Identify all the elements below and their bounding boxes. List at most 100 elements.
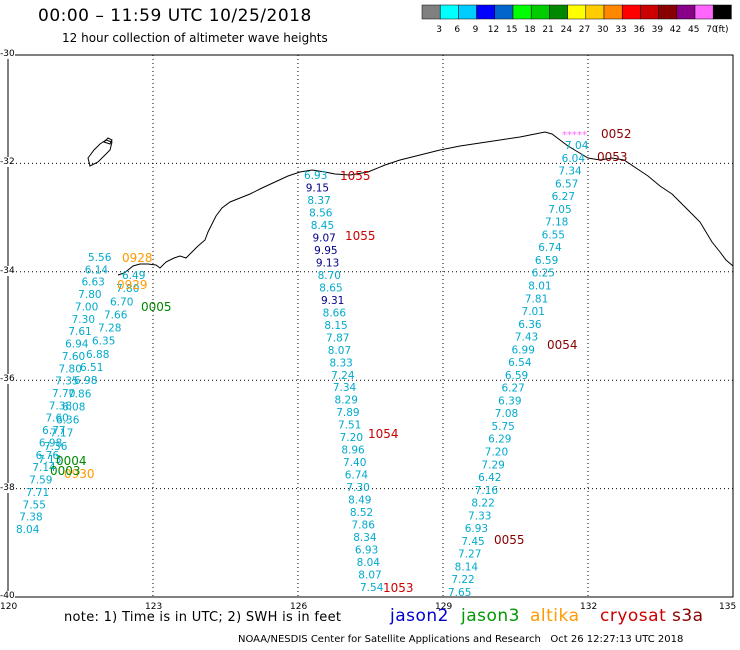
track-east-value: 7.04 xyxy=(565,140,589,152)
track-west-inner-value: 7.36 xyxy=(44,441,68,453)
time-label: 0053 xyxy=(597,150,628,164)
track-east-value: 6.27 xyxy=(552,191,575,203)
track-west-value: 7.38 xyxy=(19,512,42,524)
track-east-value: 7.81 xyxy=(525,293,548,305)
track-west-value: 6.63 xyxy=(81,277,104,289)
track-west-inner-value: 7.80 xyxy=(116,283,139,295)
track-center-value: 6.93 xyxy=(355,545,378,557)
track-east-value: 6.59 xyxy=(505,370,528,382)
track-west-inner-value: 7.66 xyxy=(104,309,128,321)
time-label: 1053 xyxy=(383,581,414,595)
coastline xyxy=(87,131,734,276)
track-east-value: 6.25 xyxy=(532,268,555,280)
track-west-inner-value: 6.49 xyxy=(122,270,145,282)
track-center-value: 7.30 xyxy=(346,482,369,494)
lat-label: -40 xyxy=(0,591,15,601)
track-center-value: 8.45 xyxy=(311,220,334,232)
track-east-value: 7.34 xyxy=(558,166,582,178)
track-center-value: 7.86 xyxy=(352,520,376,532)
color-scale-legend: 3 6 9 12 15 18 21 24 27 30 33 36 39 42 45 70(ft) xyxy=(421,4,732,35)
track-west-value: 7.30 xyxy=(72,314,95,326)
track-west-inner-value: 7.28 xyxy=(98,323,121,335)
track-east-value: 6.55 xyxy=(542,229,565,241)
track-east-value: 8.01 xyxy=(528,280,551,292)
legend-tick-label: 30 xyxy=(597,25,609,35)
track-east-value: 5.75 xyxy=(491,421,514,433)
track-east-value: 6.42 xyxy=(478,472,501,484)
track-west-value: 7.59 xyxy=(29,475,52,487)
track-east-value: 7.33 xyxy=(468,510,491,522)
satellite-cryosat: cryosat xyxy=(600,606,667,626)
track-west-inner-value: 6.35 xyxy=(92,336,115,348)
track-center-value: 7.24 xyxy=(331,370,355,382)
track-east-value: 6.29 xyxy=(488,434,511,446)
track-center-value: 9.07 xyxy=(312,232,335,244)
footer-credit: NOAA/NESDIS Center for Satellite Applica… xyxy=(238,634,683,645)
time-label: 0004 xyxy=(56,454,87,468)
track-west-value: 7.55 xyxy=(23,499,46,511)
lon-label: 135 xyxy=(719,602,737,612)
track-east-value: 6.59 xyxy=(535,255,558,267)
track-east-value: 7.43 xyxy=(515,332,538,344)
legend-tick-label: 18 xyxy=(524,25,536,35)
track-center-value: 9.13 xyxy=(316,257,339,269)
track-center-value: 7.54 xyxy=(360,582,384,594)
track-center-value: 8.07 xyxy=(358,570,381,582)
lat-label: -30 xyxy=(0,49,15,59)
track-center-value: 8.34 xyxy=(353,532,377,544)
satellite-jason2: jason2 xyxy=(390,606,449,626)
credit-text: NOAA/NESDIS Center for Satellite Applica… xyxy=(238,634,541,645)
time-label: 0005 xyxy=(141,300,172,314)
legend-swatch xyxy=(712,4,732,20)
lon-label: 120 xyxy=(0,602,18,612)
track-east-value: 8.14 xyxy=(455,561,479,573)
legend-tick-label: 15 xyxy=(506,25,517,35)
track-center-value: 8.96 xyxy=(341,445,365,457)
track-east-value: 7.20 xyxy=(485,447,508,459)
legend-tick-label: 42 xyxy=(670,25,681,35)
track-west-inner-value: 6.08 xyxy=(62,401,85,413)
track-center-value: 7.40 xyxy=(343,457,366,469)
satellite-altika: altika xyxy=(530,606,580,626)
track-west-value: 7.70 xyxy=(52,388,75,400)
track-center-value: 7.51 xyxy=(338,420,361,432)
legend-tick-label: 21 xyxy=(542,25,553,35)
track-east-value: 7.27 xyxy=(458,549,481,561)
footer-note: note: 1) Time is in UTC; 2) SWH is in fe… xyxy=(64,610,342,625)
track-east-value: 7.18 xyxy=(545,217,568,229)
legend-tick-label: 33 xyxy=(615,25,626,35)
time-label: 0055 xyxy=(494,533,525,547)
track-east-value: 6.74 xyxy=(538,242,562,254)
track-center-value: 8.66 xyxy=(323,307,347,319)
satellite-jason3: jason3 xyxy=(461,606,520,626)
satellite-s3a: s3a xyxy=(672,606,704,626)
map-frame xyxy=(7,54,734,598)
track-east-value: 7.01 xyxy=(522,306,545,318)
track-center-value: 7.34 xyxy=(333,382,357,394)
track-west-value: 7.61 xyxy=(68,326,91,338)
track-east-value: 6.57 xyxy=(555,178,578,190)
legend-tick-label: 36 xyxy=(633,25,645,35)
track-west-value: 7.80 xyxy=(78,289,101,301)
track-west-inner-value: 7.86 xyxy=(68,388,92,400)
track-east-value: 7.29 xyxy=(481,459,504,471)
legend-tick-label: 27 xyxy=(579,25,590,35)
track-east-value: 6.27 xyxy=(501,383,524,395)
lat-label: -32 xyxy=(0,157,15,168)
legend-tick-label: 3 xyxy=(436,25,442,35)
track-west-value: 6.94 xyxy=(65,339,89,351)
time-label: 0054 xyxy=(547,338,578,352)
track-west-value: 5.56 xyxy=(88,252,112,264)
track-west-value: 6.76 xyxy=(36,450,60,462)
lon-label: 129 xyxy=(435,602,453,612)
generated-time: Oct 26 12:27:13 UTC 2018 xyxy=(550,634,684,645)
track-east-value: 7.65 xyxy=(448,587,471,599)
track-center-value: 6.74 xyxy=(345,470,369,482)
legend-tick-label: 24 xyxy=(561,25,573,35)
track-west-value: 7.38 xyxy=(49,400,72,412)
track-west-value: 7.00 xyxy=(75,301,98,313)
map-subtitle: 12 hour collection of altimeter wave hei… xyxy=(62,31,328,45)
track-west-inner-value: 6.88 xyxy=(86,349,109,361)
track-west-value: 7.60 xyxy=(45,413,68,425)
